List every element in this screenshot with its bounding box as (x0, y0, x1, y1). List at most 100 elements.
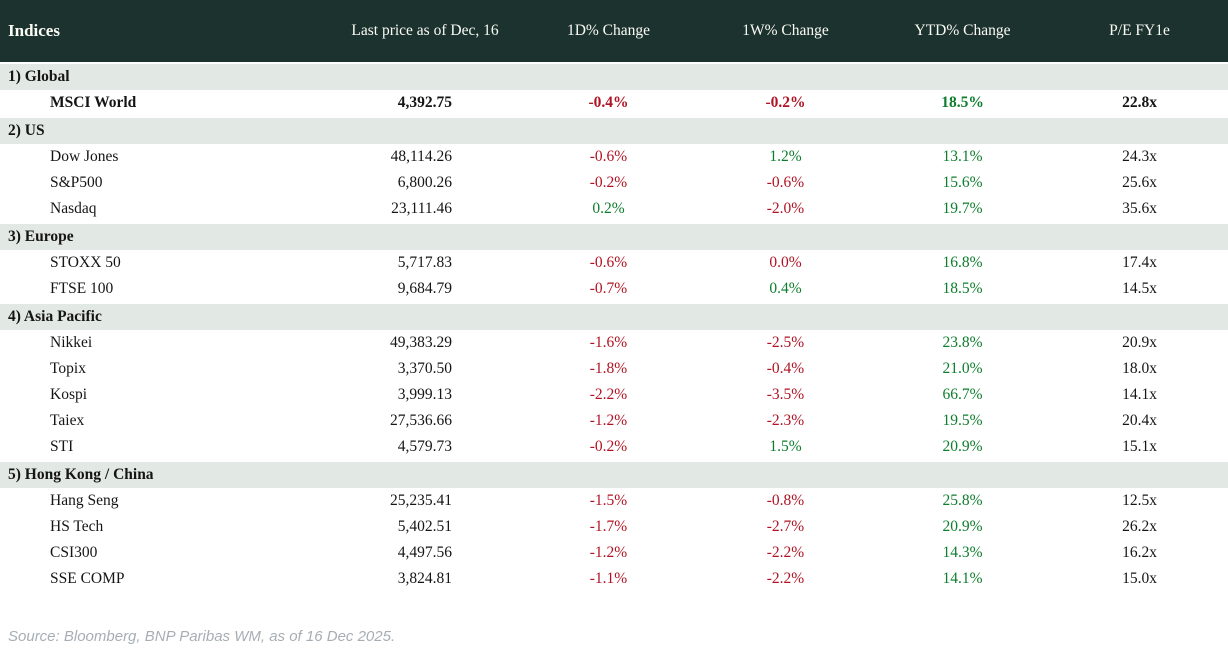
section-label: 3) Europe (8, 228, 74, 245)
table-header-row: Indices Last price as of Dec, 16 1D% Cha… (0, 0, 1228, 62)
index-name: Nasdaq (50, 200, 97, 217)
last-price: 5,402.51 (397, 518, 452, 535)
change-1d: -0.2% (589, 438, 628, 455)
index-name: S&P500 (50, 174, 103, 191)
source-note: Source: Bloomberg, BNP Paribas WM, as of… (8, 628, 396, 645)
change-1d: -1.7% (589, 518, 628, 535)
section-label: 4) Asia Pacific (8, 308, 102, 325)
last-price: 27,536.66 (390, 412, 452, 429)
change-1d: -2.2% (589, 386, 628, 403)
change-ytd: 25.8% (942, 492, 983, 509)
change-1d: -1.5% (589, 492, 628, 509)
change-1w: -0.6% (766, 174, 805, 191)
table-row: FTSE 100 9,684.79 -0.7% 0.4% 18.5% 14.5x (0, 276, 1228, 302)
column-header-ytd-change: YTD% Change (914, 22, 1011, 39)
change-1d: -0.4% (588, 94, 629, 111)
change-1w: -2.3% (766, 412, 805, 429)
table-title: Indices (8, 21, 60, 40)
index-name: SSE COMP (50, 570, 125, 587)
change-1w: -2.5% (766, 334, 805, 351)
last-price: 4,497.56 (397, 544, 452, 561)
change-1w: 1.5% (769, 438, 802, 455)
index-name: STOXX 50 (50, 254, 121, 271)
last-price: 49,383.29 (390, 334, 452, 351)
table-row: HS Tech 5,402.51 -1.7% -2.7% 20.9% 26.2x (0, 514, 1228, 540)
change-ytd: 14.1% (942, 570, 983, 587)
change-ytd: 14.3% (942, 544, 983, 561)
index-name: FTSE 100 (50, 280, 114, 297)
change-ytd: 20.9% (942, 438, 983, 455)
table-row: MSCI World 4,392.75 -0.4% -0.2% 18.5% 22.8x (0, 90, 1228, 116)
table-row: STOXX 50 5,717.83 -0.6% 0.0% 16.8% 17.4x (0, 250, 1228, 276)
change-1d: -0.7% (589, 280, 628, 297)
table-row: Taiex 27,536.66 -1.2% -2.3% 19.5% 20.4x (0, 408, 1228, 434)
pe-fy1e: 16.2x (1122, 544, 1157, 561)
change-ytd: 16.8% (942, 254, 983, 271)
index-name: HS Tech (50, 518, 104, 535)
table-row: Nasdaq 23,111.46 0.2% -2.0% 19.7% 35.6x (0, 196, 1228, 222)
last-price: 4,392.75 (397, 94, 452, 111)
change-1w: 1.2% (769, 148, 802, 165)
pe-fy1e: 12.5x (1122, 492, 1157, 509)
change-ytd: 13.1% (942, 148, 983, 165)
index-name: Nikkei (50, 334, 93, 351)
column-header-last-price: Last price as of Dec, 16 (351, 22, 499, 39)
last-price: 3,999.13 (397, 386, 452, 403)
pe-fy1e: 18.0x (1122, 360, 1157, 377)
section-label: 5) Hong Kong / China (8, 466, 154, 483)
change-1w: -0.4% (766, 360, 805, 377)
last-price: 6,800.26 (397, 174, 452, 191)
change-ytd: 18.5% (942, 280, 983, 297)
change-1w: -2.2% (766, 570, 805, 587)
index-name: MSCI World (50, 94, 137, 111)
change-ytd: 66.7% (942, 386, 983, 403)
table-row: SSE COMP 3,824.81 -1.1% -2.2% 14.1% 15.0x (0, 566, 1228, 592)
index-name: Dow Jones (50, 148, 119, 165)
last-price: 23,111.46 (391, 200, 452, 217)
change-1d: -1.6% (589, 334, 628, 351)
table-row: S&P500 6,800.26 -0.2% -0.6% 15.6% 25.6x (0, 170, 1228, 196)
table-row: Nikkei 49,383.29 -1.6% -2.5% 23.8% 20.9x (0, 330, 1228, 356)
pe-fy1e: 25.6x (1122, 174, 1157, 191)
index-name: STI (50, 438, 74, 455)
last-price: 25,235.41 (390, 492, 452, 509)
change-1w: -2.2% (766, 544, 805, 561)
last-price: 9,684.79 (397, 280, 452, 297)
section-header-row: 1) Global (0, 62, 1228, 90)
pe-fy1e: 20.9x (1122, 334, 1157, 351)
change-1d: -0.6% (589, 254, 628, 271)
index-name: CSI300 (50, 544, 98, 561)
table-row: Dow Jones 48,114.26 -0.6% 1.2% 13.1% 24.3x (0, 144, 1228, 170)
change-1w: -0.8% (766, 492, 805, 509)
table-body: 1) Global MSCI World 4,392.75 -0.4% -0.2% 18.… (0, 62, 1228, 592)
pe-fy1e: 14.5x (1122, 280, 1157, 297)
last-price: 3,370.50 (397, 360, 452, 377)
section-header-row: 4) Asia Pacific (0, 302, 1228, 330)
index-name: Topix (50, 360, 86, 377)
change-ytd: 15.6% (942, 174, 983, 191)
last-price: 4,579.73 (397, 438, 452, 455)
table-row: Hang Seng 25,235.41 -1.5% -0.8% 25.8% 12.5x (0, 488, 1228, 514)
section-header-row: 2) US (0, 116, 1228, 144)
change-ytd: 21.0% (942, 360, 983, 377)
change-ytd: 19.5% (942, 412, 983, 429)
change-1d: -0.6% (589, 148, 628, 165)
last-price: 5,717.83 (397, 254, 452, 271)
index-name: Taiex (50, 412, 85, 429)
change-1w: 0.0% (769, 254, 802, 271)
change-1w: -2.7% (766, 518, 805, 535)
section-label: 2) US (8, 122, 45, 139)
change-1d: -1.1% (589, 570, 628, 587)
change-1w: -3.5% (766, 386, 805, 403)
pe-fy1e: 17.4x (1122, 254, 1157, 271)
pe-fy1e: 26.2x (1122, 518, 1157, 535)
section-header-row: 3) Europe (0, 222, 1228, 250)
section-label: 1) Global (8, 68, 70, 85)
change-1d: -0.2% (589, 174, 628, 191)
pe-fy1e: 35.6x (1122, 200, 1157, 217)
column-header-1d-change: 1D% Change (566, 22, 651, 39)
index-name: Hang Seng (50, 492, 119, 509)
indices-table: Indices Last price as of Dec, 16 1D% Cha… (0, 0, 1228, 592)
change-1d: 0.2% (592, 200, 625, 217)
pe-fy1e: 15.0x (1122, 570, 1157, 587)
